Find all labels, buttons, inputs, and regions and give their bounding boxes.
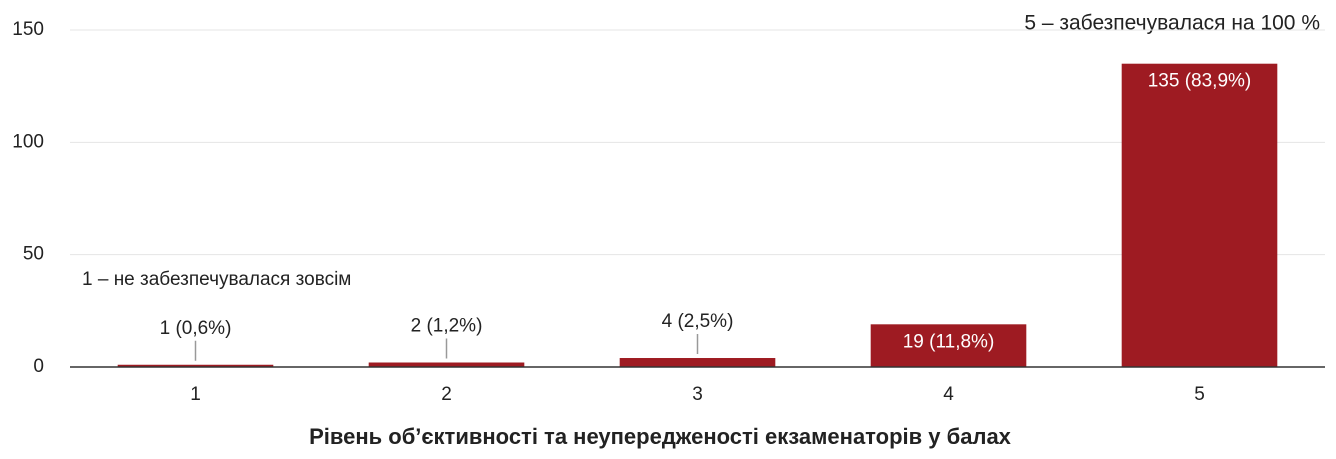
bar xyxy=(117,364,274,367)
x-tick-label: 3 xyxy=(692,384,703,405)
data-label: 135 (83,9%) xyxy=(1148,71,1252,92)
x-tick-label: 2 xyxy=(441,384,452,405)
bar xyxy=(1121,63,1278,367)
y-tick-label: 50 xyxy=(23,244,44,265)
y-tick-label: 0 xyxy=(33,356,44,377)
data-label: 1 (0,6%) xyxy=(160,318,232,339)
x-tick-label: 1 xyxy=(190,384,201,405)
y-tick-label: 100 xyxy=(12,131,44,152)
x-tick-label: 4 xyxy=(943,384,954,405)
data-label: 4 (2,5%) xyxy=(662,311,734,332)
x-tick-label: 5 xyxy=(1194,384,1205,405)
bar xyxy=(619,358,776,367)
annotation: 5 – забезпечувалася на 100 % xyxy=(1024,12,1320,35)
y-tick-label: 150 xyxy=(12,19,44,40)
data-label: 19 (11,8%) xyxy=(903,331,995,352)
data-label: 2 (1,2%) xyxy=(411,316,483,337)
x-axis-label: Рівень об’єктивності та неупередженості … xyxy=(309,424,1012,449)
bar xyxy=(368,362,525,367)
bar xyxy=(870,324,1027,367)
annotation: 1 – не забезпечувалася зовсім xyxy=(82,269,351,290)
